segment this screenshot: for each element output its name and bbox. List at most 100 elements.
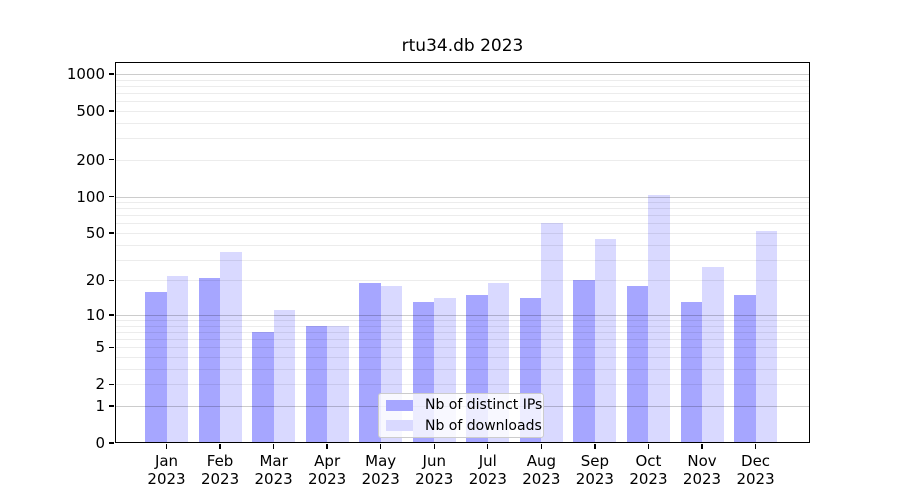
x-tick-label-dec: Dec 2023 xyxy=(736,452,775,488)
gridline-y-40 xyxy=(115,244,810,246)
bar-distinct-ips-nov xyxy=(680,302,702,443)
legend-swatch-distinct-ips xyxy=(386,399,413,411)
x-tick-label-jan: Jan 2023 xyxy=(147,452,186,488)
legend: Nb of distinct IPs Nb of downloads xyxy=(378,393,544,438)
gridline-y-50 xyxy=(115,232,810,234)
gridline-y-1000 xyxy=(115,74,810,75)
gridline-y-800 xyxy=(115,85,810,87)
bar-distinct-ips-jan xyxy=(145,291,167,443)
bar-distinct-ips-oct xyxy=(626,285,649,443)
bar-downloads-feb xyxy=(220,251,242,443)
y-tick-label-1000: 1000 xyxy=(66,65,105,83)
bar-downloads-dec xyxy=(755,230,778,443)
y-tick-label-10: 10 xyxy=(85,305,105,324)
y-tick-label-2: 2 xyxy=(95,375,105,394)
y-tick-label-50: 50 xyxy=(85,223,105,242)
gridline-y-9 xyxy=(115,320,810,322)
gridline-y-900 xyxy=(115,79,810,81)
gridline-y-500 xyxy=(115,110,810,112)
x-tick-jun xyxy=(433,444,435,449)
y-tick-2 xyxy=(109,383,114,385)
x-tick-label-oct: Oct 2023 xyxy=(629,452,668,488)
bar-downloads-jan xyxy=(166,275,188,443)
y-tick-50 xyxy=(109,232,114,234)
y-tick-1 xyxy=(109,405,114,407)
x-tick-label-mar: Mar 2023 xyxy=(254,452,293,488)
x-tick-label-jun: Jun 2023 xyxy=(415,452,454,488)
gridline-y-3 xyxy=(115,368,810,370)
gridline-y-2 xyxy=(115,384,810,386)
x-tick-feb xyxy=(219,444,221,449)
bar-distinct-ips-dec xyxy=(734,294,756,443)
y-tick-label-500: 500 xyxy=(76,101,105,120)
gridline-y-400 xyxy=(115,122,810,124)
gridline-y-700 xyxy=(115,93,810,95)
legend-item-downloads: Nb of downloads xyxy=(386,418,542,435)
bar-downloads-nov xyxy=(702,266,724,443)
bar-distinct-ips-feb xyxy=(198,277,221,443)
y-tick-label-5: 5 xyxy=(95,338,105,357)
bar-downloads-aug xyxy=(541,223,563,443)
legend-label-downloads: Nb of downloads xyxy=(425,417,542,434)
y-tick-200 xyxy=(109,159,114,161)
y-tick-label-0: 0 xyxy=(95,434,105,452)
bar-distinct-ips-apr xyxy=(305,325,328,443)
gridline-y-60 xyxy=(115,223,810,225)
x-tick-dec xyxy=(754,444,757,449)
legend-label-distinct-ips: Nb of distinct IPs xyxy=(425,397,543,414)
y-tick-label-1: 1 xyxy=(95,396,105,415)
x-tick-apr xyxy=(326,444,328,449)
legend-item-distinct-ips: Nb of distinct IPs xyxy=(386,397,542,414)
gridline-y-200 xyxy=(115,159,810,161)
gridline-y-20 xyxy=(115,280,810,282)
gridline-y-600 xyxy=(115,101,810,103)
y-tick-1000 xyxy=(109,73,114,75)
gridline-y-70 xyxy=(115,215,810,217)
gridline-y-4 xyxy=(115,357,810,359)
y-tick-20 xyxy=(109,279,114,282)
bar-downloads-oct xyxy=(648,194,670,443)
x-tick-oct xyxy=(647,444,650,449)
x-tick-label-may: May 2023 xyxy=(361,452,400,488)
bar-distinct-ips-sep xyxy=(573,280,595,443)
x-tick-may xyxy=(380,444,382,449)
x-tick-label-jul: Jul 2023 xyxy=(468,452,507,488)
x-tick-jan xyxy=(165,444,168,449)
x-tick-label-apr: Apr 2023 xyxy=(308,452,347,488)
gridline-y-5 xyxy=(115,347,810,349)
bar-distinct-ips-mar xyxy=(252,331,274,443)
y-tick-10 xyxy=(109,314,114,316)
gridline-y-6 xyxy=(115,339,810,341)
y-tick-100 xyxy=(109,195,114,198)
gridline-y-90 xyxy=(115,202,810,204)
plot-area: Nb of distinct IPs Nb of downloads xyxy=(115,62,810,443)
gridline-y-30 xyxy=(115,259,810,261)
y-tick-label-200: 200 xyxy=(76,150,105,169)
chart-title: rtu34.db 2023 xyxy=(401,36,524,56)
x-tick-jul xyxy=(487,444,489,449)
bar-downloads-apr xyxy=(327,325,349,443)
legend-swatch-downloads xyxy=(386,420,413,432)
x-tick-label-feb: Feb 2023 xyxy=(200,452,240,488)
bar-downloads-sep xyxy=(594,238,617,443)
gridline-y-80 xyxy=(115,208,810,210)
x-tick-nov xyxy=(701,444,703,449)
grid-layer xyxy=(115,62,810,443)
gridline-y-10 xyxy=(115,314,810,316)
y-tick-label-20: 20 xyxy=(85,271,105,290)
y-tick-0 xyxy=(109,442,114,444)
x-tick-label-nov: Nov 2023 xyxy=(682,452,722,488)
x-tick-label-aug: Aug 2023 xyxy=(522,452,561,488)
y-tick-5 xyxy=(109,346,114,348)
gridline-y-300 xyxy=(115,138,810,140)
x-tick-label-sep: Sep 2023 xyxy=(575,452,614,488)
y-tick-label-100: 100 xyxy=(76,187,105,206)
x-tick-sep xyxy=(594,444,596,449)
x-tick-mar xyxy=(272,444,275,449)
gridline-y-100 xyxy=(115,196,810,198)
bar-downloads-mar xyxy=(273,310,296,443)
bar-distinct-ips-may xyxy=(359,282,381,443)
gridline-y-8 xyxy=(115,325,810,327)
gridline-y-7 xyxy=(115,331,810,333)
